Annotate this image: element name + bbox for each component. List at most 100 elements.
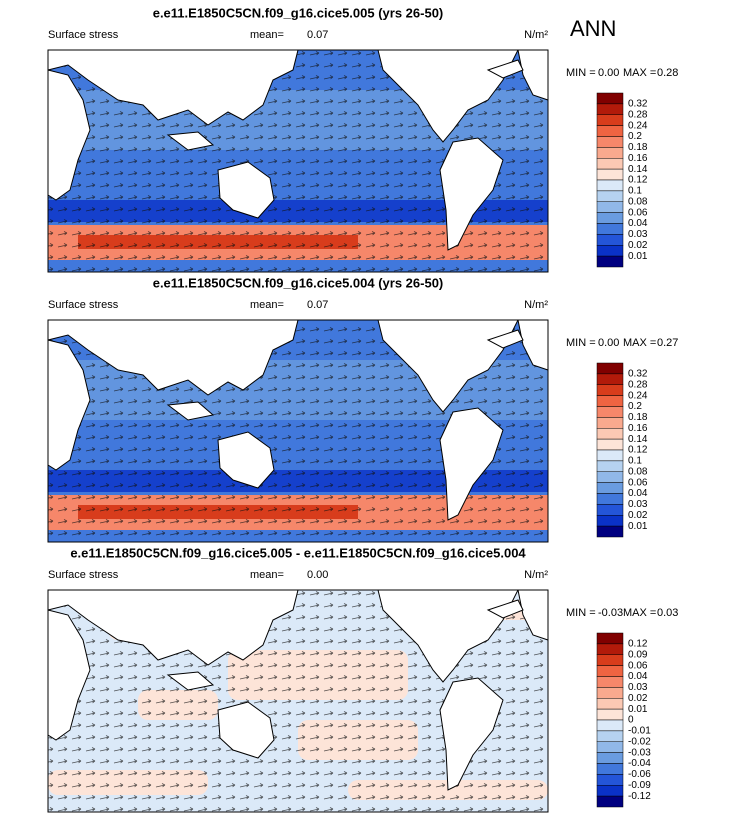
land — [217, 701, 275, 759]
colorbar-label: 0.18 — [628, 412, 648, 423]
colorbar-box — [596, 632, 624, 645]
colorbar-box — [596, 245, 624, 257]
colorbar-box — [596, 449, 624, 462]
colorbar-label: 0.08 — [628, 466, 648, 477]
colorbar-box — [596, 741, 624, 753]
variable-label: Surface stress — [48, 29, 119, 41]
colorbar-box — [596, 493, 624, 505]
max-label: MAX = — [623, 67, 656, 79]
colorbar-box — [596, 515, 624, 527]
colorbar-box — [596, 362, 624, 375]
colorbar-label: 0.14 — [628, 434, 648, 445]
colorbar-box — [596, 752, 624, 764]
max-value: 0.03 — [657, 607, 678, 619]
colorbar-label: -0.02 — [628, 736, 651, 747]
colorbar-label: 0.06 — [628, 477, 648, 488]
mean-label: mean= — [250, 29, 284, 41]
units: N/m² — [524, 299, 548, 311]
colorbar-box — [596, 643, 624, 655]
colorbar-label: 0.03 — [628, 499, 648, 510]
colorbar-box — [596, 654, 624, 666]
colorbar-box — [596, 406, 624, 418]
colorbar-label: 0.08 — [628, 196, 648, 207]
max-label: MAX = — [623, 337, 656, 349]
land — [486, 59, 524, 79]
colorbar-box — [596, 460, 624, 472]
colorbar-box — [596, 774, 624, 786]
panel: e.e11.E1850C5CN.f09_g16.cice5.005 - e.e1… — [47, 545, 678, 813]
colorbar-box — [596, 719, 624, 732]
colorbar-label: 0.02 — [628, 510, 648, 521]
colorbar-label: 0.06 — [628, 660, 648, 671]
colorbar-box — [596, 223, 624, 235]
colorbar-label: 0.14 — [628, 164, 648, 175]
min-value: 0.00 — [598, 337, 619, 349]
land — [486, 329, 524, 349]
mean-value: 0.07 — [307, 299, 328, 311]
colorbar-label: 0.01 — [628, 704, 648, 715]
colorbar-box — [596, 730, 624, 742]
colorbar-box — [596, 471, 624, 483]
land — [166, 401, 215, 421]
season-label: ANN — [570, 16, 616, 41]
colorbar-box — [596, 92, 624, 105]
colorbar-label: -0.06 — [628, 769, 651, 780]
land — [166, 671, 215, 691]
colorbar-label: 0.12 — [628, 445, 648, 456]
colorbar-label: 0.03 — [628, 682, 648, 693]
colorbar-label: 0.02 — [628, 240, 648, 251]
colorbar-label: -0.01 — [628, 726, 651, 737]
colorbar-label: 0.28 — [628, 379, 648, 390]
colorbar-box — [596, 438, 624, 451]
panel-title: e.e11.E1850C5CN.f09_g16.cice5.004 (yrs 2… — [153, 275, 444, 290]
panel-title: e.e11.E1850C5CN.f09_g16.cice5.005 (yrs 2… — [153, 5, 444, 20]
land — [47, 609, 91, 741]
colorbar-label: 0.12 — [628, 175, 648, 186]
colorbar-box — [596, 255, 624, 268]
min-label: MIN = — [566, 607, 596, 619]
colorbar-label: -0.04 — [628, 758, 651, 769]
min-value: 0.00 — [598, 67, 619, 79]
colorbar-box — [596, 395, 624, 407]
colorbar-label: 0.16 — [628, 153, 648, 164]
land — [47, 589, 299, 666]
colorbar-box — [596, 136, 624, 148]
colorbar-box — [596, 482, 624, 494]
colorbar-label: 0.12 — [628, 639, 648, 650]
mean-value: 0.00 — [307, 569, 328, 581]
colorbar-label: 0.1 — [628, 456, 642, 467]
land — [47, 69, 91, 201]
land — [217, 161, 275, 219]
colorbar-label: 0.03 — [628, 229, 648, 240]
max-label: MAX = — [623, 607, 656, 619]
colorbar-label: 0.32 — [628, 369, 648, 380]
colorbar-box — [596, 676, 624, 688]
colorbar-box — [596, 147, 624, 159]
colorbar-box — [596, 103, 624, 115]
units: N/m² — [524, 569, 548, 581]
colorbar-label: 0.2 — [628, 401, 642, 412]
colorbar-box — [596, 417, 624, 429]
colorbar-label: 0.04 — [628, 671, 648, 682]
colorbar-box — [596, 201, 624, 213]
colorbar-label: 0.06 — [628, 207, 648, 218]
min-label: MIN = — [566, 67, 596, 79]
land — [486, 599, 524, 619]
land — [439, 137, 504, 251]
colorbar-label: 0.24 — [628, 120, 648, 131]
map-frame — [47, 319, 549, 543]
panel: e.e11.E1850C5CN.f09_g16.cice5.005 (yrs 2… — [47, 5, 678, 273]
panel: e.e11.E1850C5CN.f09_g16.cice5.004 (yrs 2… — [47, 275, 678, 543]
colorbar-label: 0.04 — [628, 488, 648, 499]
colorbar-box — [596, 125, 624, 137]
min-label: MIN = — [566, 337, 596, 349]
land — [47, 319, 299, 396]
colorbar-box — [596, 190, 624, 202]
colorbar-box — [596, 373, 624, 385]
colorbar-label: -0.09 — [628, 780, 651, 791]
colorbar-box — [596, 179, 624, 192]
colorbar-box — [596, 384, 624, 396]
land — [217, 431, 275, 489]
mean-label: mean= — [250, 569, 284, 581]
